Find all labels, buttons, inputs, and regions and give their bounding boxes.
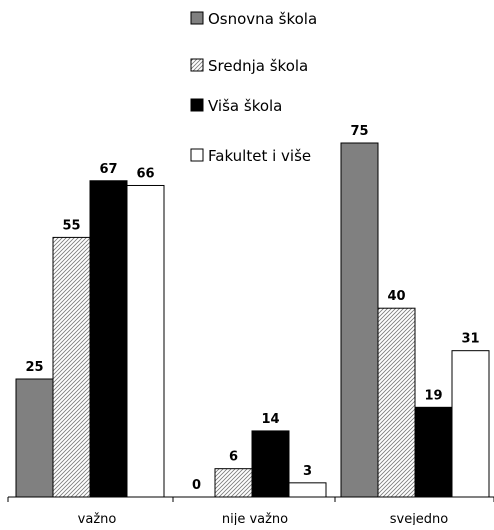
value-label: 31 [461,332,479,347]
legend-swatch [190,148,204,162]
legend-label: Osnovna škola [208,10,317,28]
category-label: nije važno [222,512,288,525]
legend-label: Fakultet i više [208,147,311,165]
legend-swatch [190,11,204,25]
value-label: 40 [387,289,405,304]
value-label: 25 [25,360,43,375]
bar-nije važno-Viša škola [251,430,290,498]
legend-label: Viša škola [208,97,282,115]
bar-važno-Osnovna škola [15,378,54,498]
category-labels: važno nije važno svejedno [78,512,449,527]
value-label: 14 [261,412,279,427]
legend-label: Srednja škola [208,57,308,75]
value-label: 66 [136,166,154,181]
value-label: 19 [424,388,442,403]
category-label: svejedno [390,512,449,525]
value-label: 67 [99,162,117,177]
bar-svejedno-Osnovna škola [340,142,379,498]
legend-swatch [190,58,204,72]
legend: Osnovna škola Srednja škola Viša škola Faku… [190,10,317,165]
bar-važno-Viša škola [89,180,128,498]
bar-svejedno-Fakultet i više [451,350,490,498]
bar-važno-Fakultet i više [126,184,165,498]
value-labels-layer: 25 55 67 66 0 6 14 3 75 40 19 31 [25,124,479,493]
value-label: 55 [62,218,80,233]
legend-swatch [190,98,204,112]
value-label: 3 [303,464,312,479]
bar-svejedno-Viša škola [414,406,453,498]
value-label: 75 [350,124,368,139]
value-label: 0 [192,478,201,493]
x-axis-ticks [7,497,494,502]
bar-nije važno-Srednja škola [214,468,253,498]
category-label: važno [78,512,117,525]
bar-nije važno-Fakultet i više [288,482,327,498]
bar-svejedno-Srednja škola [377,307,416,498]
value-label: 6 [229,450,238,465]
bars-layer [15,142,490,498]
bar-važno-Srednja škola [52,236,91,498]
